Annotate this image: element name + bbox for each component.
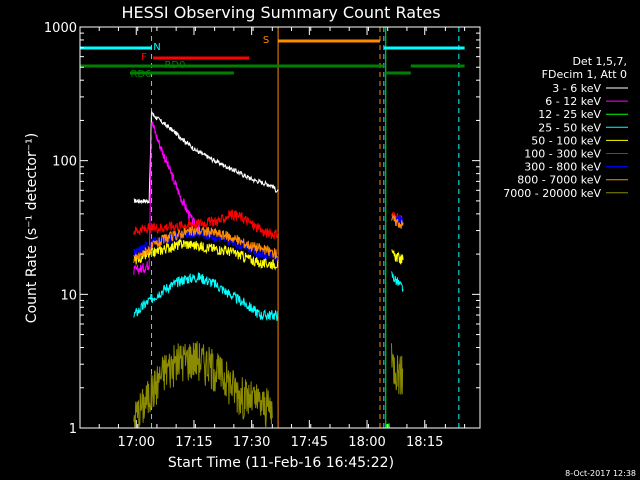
x-tick-label-5: 18:15 xyxy=(406,435,443,450)
flag-label-rd6: RD6 xyxy=(130,69,151,80)
series-line-7-seg-0 xyxy=(133,228,279,261)
series-line-5-seg-1 xyxy=(391,249,404,265)
series-line-1-seg-0 xyxy=(133,110,279,205)
series-line-8-seg-1 xyxy=(391,213,404,229)
flag-label-n: N xyxy=(153,42,160,53)
legend-header-0: Det 1,5,7, xyxy=(572,55,627,68)
legend-label-4: 25 - 50 keV xyxy=(538,121,601,134)
flag-label-s: S xyxy=(263,35,269,46)
x-tick-label-3: 17:45 xyxy=(291,435,328,450)
x-axis-label: Start Time (11-Feb-16 16:45:22) xyxy=(168,455,394,471)
x-ticks: 17:00 17:15 17:30 17:45 18:00 18:15 xyxy=(79,27,466,450)
y-tick-label-3: 1000 xyxy=(44,21,77,36)
series-line-4-seg-0 xyxy=(133,272,279,322)
series-line-9-seg-0 xyxy=(133,341,273,429)
series-line-2-seg-0 xyxy=(133,121,200,275)
x-tick-label-0: 17:00 xyxy=(118,435,155,450)
x-tick-label-1: 17:15 xyxy=(175,435,212,450)
legend-label-2: 6 - 12 keV xyxy=(545,95,601,108)
legend-label-7: 300 - 800 keV xyxy=(524,161,601,174)
legend-label-9: 7000 - 20000 keV xyxy=(503,187,601,200)
y-tick-label-2: 100 xyxy=(52,155,77,170)
legend-label-3: 12 - 25 keV xyxy=(538,108,601,121)
y-tick-label-1: 10 xyxy=(60,288,77,303)
series-line-9-seg-1 xyxy=(391,343,404,395)
y-axis-label: Count Rate (s⁻¹ detector⁻¹) xyxy=(24,133,40,323)
series-line-4-seg-1 xyxy=(391,271,404,292)
chart-title: HESSI Observing Summary Count Rates xyxy=(121,3,440,22)
legend-label-1: 3 - 6 keV xyxy=(552,82,601,95)
legend-label-8: 800 - 7000 keV xyxy=(517,174,601,187)
legend-label-5: 50 - 100 keV xyxy=(531,134,601,147)
plot-frame xyxy=(79,26,481,429)
series-line-8-seg-0 xyxy=(133,226,278,263)
legend-label-6: 100 - 300 keV xyxy=(524,148,601,161)
axes xyxy=(79,26,481,429)
series-line-5-seg-0 xyxy=(133,238,279,271)
flag-label-rd0: RD0 xyxy=(164,60,185,71)
x-tick-label-4: 18:00 xyxy=(348,435,385,450)
y-tick-label-0: 1 xyxy=(69,422,77,437)
footer-date: 8-Oct-2017 12:38 xyxy=(565,469,636,478)
y-ticks: 1 10 100 1000 xyxy=(44,21,480,437)
series-line-6-seg-0 xyxy=(133,209,279,240)
x-tick-label-2: 17:30 xyxy=(233,435,270,450)
flag-label-f: F xyxy=(141,52,147,63)
plot-area: NF RD0 RD6 S xyxy=(79,27,465,429)
legend-header-1: FDecim 1, Att 0 xyxy=(542,68,627,81)
